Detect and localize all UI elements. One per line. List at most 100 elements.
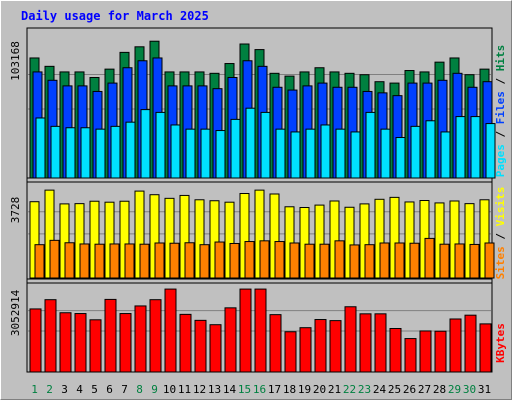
- x-tick-day-29: 29: [448, 383, 461, 396]
- x-tick-day-24: 24: [373, 383, 387, 396]
- bar-sites-day-21: [334, 240, 345, 279]
- bar-sites-day-14: [229, 242, 240, 279]
- x-tick-day-16: 16: [253, 383, 266, 396]
- x-tick-day-18: 18: [283, 383, 296, 396]
- x-tick-day-6: 6: [106, 383, 113, 396]
- bar-pages-day-20: [320, 124, 331, 179]
- bar-kbytes-day-4: [74, 313, 87, 373]
- x-tick-day-9: 9: [151, 383, 158, 396]
- x-tick-day-26: 26: [403, 383, 416, 396]
- bar-sites-day-6: [109, 243, 120, 279]
- bar-pages-day-19: [305, 128, 316, 179]
- bar-kbytes-day-17: [269, 314, 282, 373]
- bar-sites-day-24: [379, 242, 390, 279]
- bar-pages-day-21: [335, 128, 346, 179]
- x-tick-day-11: 11: [178, 383, 191, 396]
- x-tick-day-3: 3: [61, 383, 68, 396]
- bar-kbytes-day-21: [329, 320, 342, 373]
- bar-pages-day-15: [245, 107, 256, 179]
- bar-kbytes-day-5: [89, 319, 102, 373]
- bar-pages-day-30: [470, 116, 481, 179]
- bar-sites-day-1: [34, 244, 45, 279]
- bar-sites-day-8: [139, 243, 150, 279]
- x-tick-day-17: 17: [268, 383, 281, 396]
- bar-kbytes-day-24: [374, 313, 387, 373]
- bar-pages-day-10: [170, 124, 181, 179]
- bar-kbytes-day-14: [224, 307, 237, 373]
- legend-pages: Pages: [494, 144, 507, 177]
- bar-sites-day-30: [469, 243, 480, 279]
- bar-pages-day-31: [485, 123, 496, 179]
- bar-sites-day-18: [289, 242, 300, 279]
- bar-sites-day-16: [259, 240, 270, 279]
- bar-pages-day-11: [185, 128, 196, 179]
- panel-divider: [26, 177, 493, 183]
- x-tick-day-1: 1: [31, 383, 38, 396]
- bar-kbytes-day-31: [479, 323, 492, 373]
- bar-kbytes-day-9: [149, 299, 162, 373]
- x-tick-day-8: 8: [136, 383, 143, 396]
- x-tick-day-27: 27: [418, 383, 431, 396]
- bar-sites-day-26: [409, 242, 420, 279]
- bar-sites-day-3: [64, 242, 75, 279]
- bar-sites-day-12: [199, 244, 210, 279]
- legend-files: Files: [494, 91, 507, 124]
- bar-sites-day-20: [319, 243, 330, 279]
- bar-pages-day-12: [200, 128, 211, 179]
- bar-pages-day-28: [440, 131, 451, 179]
- bar-kbytes-day-6: [104, 298, 117, 373]
- x-tick-day-14: 14: [223, 383, 237, 396]
- bar-kbytes-day-22: [344, 306, 357, 373]
- bar-pages-day-25: [395, 137, 406, 179]
- bar-kbytes-day-8: [134, 305, 147, 373]
- bar-pages-day-4: [80, 127, 91, 179]
- y-max-label-1: 103168: [9, 41, 22, 81]
- bar-kbytes-day-25: [389, 328, 402, 373]
- bar-kbytes-day-18: [284, 331, 297, 373]
- legend-2: Sites / Visits: [494, 187, 507, 280]
- x-tick-day-10: 10: [163, 383, 176, 396]
- bar-pages-day-26: [410, 125, 421, 179]
- x-tick-day-23: 23: [358, 383, 371, 396]
- bar-sites-day-19: [304, 243, 315, 279]
- x-tick-day-22: 22: [343, 383, 356, 396]
- bar-pages-day-24: [380, 128, 391, 179]
- bar-pages-day-1: [35, 117, 46, 179]
- bar-kbytes-day-1: [29, 308, 42, 373]
- bar-sites-day-17: [274, 241, 285, 279]
- bar-sites-day-29: [454, 243, 465, 279]
- bar-pages-day-17: [275, 128, 286, 179]
- legend-visits: Visits: [494, 187, 507, 227]
- bar-pages-day-13: [215, 130, 226, 179]
- legend-kbytes: KBytes: [494, 323, 507, 363]
- x-tick-day-5: 5: [91, 383, 98, 396]
- legend-hits: Hits: [494, 45, 507, 72]
- bar-kbytes-day-12: [194, 319, 207, 373]
- bar-sites-day-13: [214, 241, 225, 279]
- x-tick-day-13: 13: [208, 383, 221, 396]
- legend-3: KBytes: [494, 323, 507, 363]
- bar-pages-day-9: [155, 111, 166, 179]
- bar-sites-day-10: [169, 242, 180, 279]
- bar-pages-day-29: [455, 116, 466, 179]
- bar-sites-day-2: [49, 239, 60, 279]
- bar-pages-day-14: [230, 118, 241, 179]
- x-tick-day-12: 12: [193, 383, 206, 396]
- bar-kbytes-day-20: [314, 319, 327, 373]
- bar-sites-day-25: [394, 242, 405, 279]
- bar-sites-day-31: [484, 242, 495, 279]
- bar-pages-day-8: [140, 109, 151, 179]
- bar-sites-day-27: [424, 237, 435, 279]
- bar-sites-day-22: [349, 244, 360, 279]
- bar-pages-day-23: [365, 111, 376, 179]
- bar-sites-day-15: [244, 241, 255, 279]
- bar-kbytes-day-11: [179, 313, 192, 373]
- bar-kbytes-day-3: [59, 312, 72, 373]
- bar-pages-day-16: [260, 111, 271, 179]
- x-tick-day-30: 30: [463, 383, 476, 396]
- bar-kbytes-day-10: [164, 288, 177, 373]
- y-max-label-3: 3052914: [9, 289, 22, 336]
- bar-kbytes-day-19: [299, 327, 312, 373]
